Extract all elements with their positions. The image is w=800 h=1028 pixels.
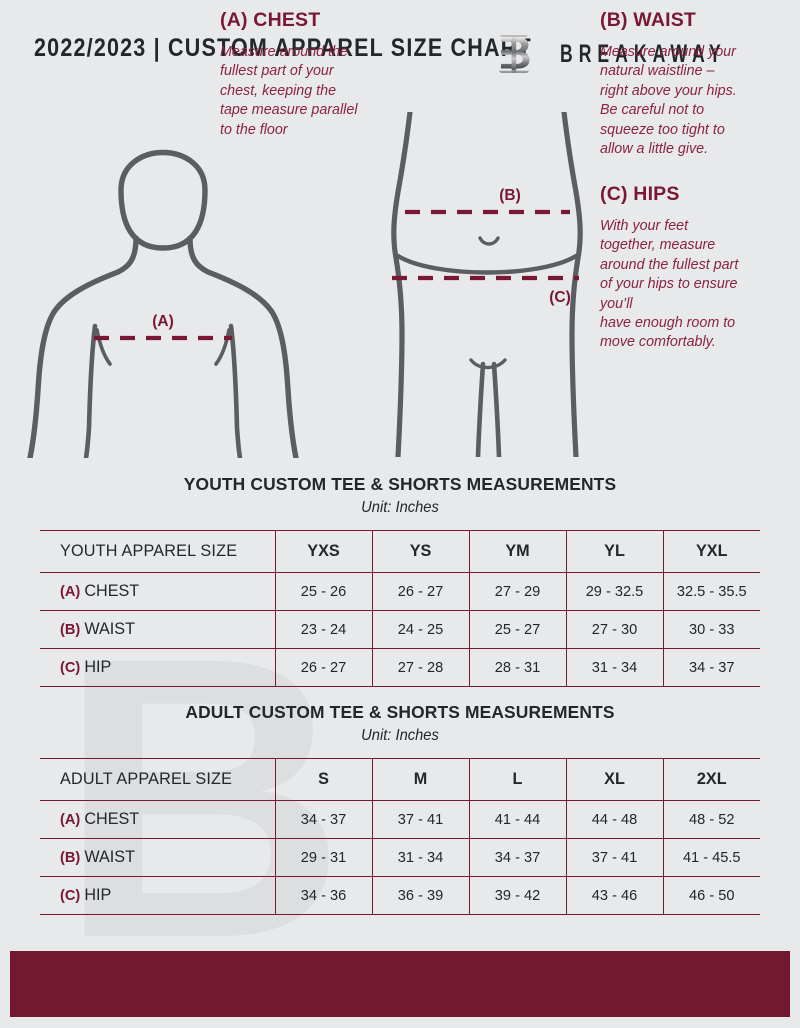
youth-row-header-label: YOUTH APPAREL SIZE [40, 530, 276, 573]
youth-chest-ys: 26 - 27 [372, 572, 470, 611]
adult-hip-xl: 43 - 46 [566, 876, 664, 915]
youth-hip-yl: 31 - 34 [566, 648, 664, 687]
youth-waist-yxs: 23 - 24 [275, 610, 373, 649]
youth-row-label-hip: (C) HIP [40, 648, 276, 687]
breakaway-b-logo-icon [497, 35, 530, 73]
callout-chest-heading: (A) CHEST [220, 9, 321, 31]
adult-table-header-row: ADULT APPAREL SIZE S M L XL 2XL [40, 758, 760, 801]
table-row: (B) WAIST 29 - 31 31 - 34 34 - 37 37 - 4… [40, 838, 760, 877]
youth-col-header-4: YXL [663, 530, 760, 573]
youth-col-header-1: YS [372, 530, 470, 573]
adult-chest-m: 37 - 41 [372, 800, 470, 839]
row-tag: (A) [60, 584, 81, 600]
adult-waist-2xl: 41 - 45.5 [663, 838, 760, 877]
adult-waist-l: 34 - 37 [469, 838, 567, 877]
youth-col-header-3: YL [566, 530, 664, 573]
row-label-text: HIP [84, 886, 112, 904]
table-row: (A) CHEST 34 - 37 37 - 41 41 - 44 44 - 4… [40, 800, 760, 839]
adult-hip-2xl: 46 - 50 [663, 876, 760, 915]
adult-hip-m: 36 - 39 [372, 876, 470, 915]
youth-col-header-2: YM [469, 530, 567, 573]
youth-row-label-chest: (A) CHEST [40, 572, 276, 611]
adult-table-title: ADULT CUSTOM TEE & SHORTS MEASUREMENTS [185, 702, 615, 722]
measurement-illustrations: (A) (B) (C) [0, 96, 800, 466]
row-label-text: CHEST [84, 810, 140, 828]
adult-row-label-chest: (A) CHEST [40, 800, 276, 839]
callout-waist-body: Measure around your natural waistline – … [600, 44, 737, 158]
callout-chest-body: Measure around the fullest part of your … [220, 44, 358, 138]
callout-chest: (A) CHEST Measure around the fullest par… [220, 9, 395, 140]
row-tag: (B) [60, 622, 81, 638]
youth-chest-yxl: 32.5 - 35.5 [663, 572, 760, 611]
adult-col-header-4: 2XL [663, 758, 760, 801]
table-row: (C) HIP 34 - 36 36 - 39 39 - 42 43 - 46 … [40, 876, 760, 915]
waist-measure-label: (B) [499, 187, 521, 204]
youth-table-title: YOUTH CUSTOM TEE & SHORTS MEASUREMENTS [183, 474, 617, 494]
row-tag: (C) [60, 888, 81, 904]
adult-table-unit: Unit: Inches [361, 727, 439, 744]
youth-table-unit: Unit: Inches [361, 499, 439, 516]
lower-body-figure: (B) (C) [391, 112, 583, 457]
brand-wordmark: BREAKAWAY [559, 39, 727, 68]
youth-chest-yxs: 25 - 26 [275, 572, 373, 611]
table-row: (C) HIP 26 - 27 27 - 28 28 - 31 31 - 34 … [40, 648, 760, 687]
adult-table-block: ADULT CUSTOM TEE & SHORTS MEASUREMENTS U… [0, 702, 800, 915]
footer-accent-bar [10, 951, 790, 1017]
page-title: 2022/2023 | CUSTOM APPAREL SIZE CHART [34, 34, 532, 62]
youth-col-header-0: YXS [275, 530, 373, 573]
row-label-text: CHEST [84, 582, 140, 600]
callout-hips-body: With your feet together, measure around … [600, 218, 739, 351]
row-label-text: HIP [84, 658, 112, 676]
callout-hips-heading: (C) HIPS [600, 183, 680, 205]
youth-chest-ym: 27 - 29 [469, 572, 567, 611]
youth-row-label-waist: (B) WAIST [40, 610, 276, 649]
youth-hip-yxs: 26 - 27 [275, 648, 373, 687]
chest-measure-label: (A) [152, 313, 174, 330]
adult-chest-2xl: 48 - 52 [663, 800, 760, 839]
callout-hips: (C) HIPS With your feet together, measur… [600, 183, 780, 353]
row-tag: (C) [60, 660, 81, 676]
adult-waist-xl: 37 - 41 [566, 838, 664, 877]
youth-table-block: YOUTH CUSTOM TEE & SHORTS MEASUREMENTS U… [0, 474, 800, 687]
adult-row-header-label: ADULT APPAREL SIZE [40, 758, 276, 801]
adult-col-header-3: XL [566, 758, 664, 801]
row-tag: (B) [60, 850, 81, 866]
adult-chest-l: 41 - 44 [469, 800, 567, 839]
adult-chest-xl: 44 - 48 [566, 800, 664, 839]
adult-waist-m: 31 - 34 [372, 838, 470, 877]
callout-waist-heading: (B) WAIST [600, 9, 697, 31]
youth-chest-yl: 29 - 32.5 [566, 572, 664, 611]
table-row: (A) CHEST 25 - 26 26 - 27 27 - 29 29 - 3… [40, 572, 760, 611]
adult-chest-s: 34 - 37 [275, 800, 373, 839]
youth-hip-yxl: 34 - 37 [663, 648, 760, 687]
adult-row-label-hip: (C) HIP [40, 876, 276, 915]
youth-hip-ys: 27 - 28 [372, 648, 470, 687]
row-tag: (A) [60, 812, 81, 828]
adult-col-header-0: S [275, 758, 373, 801]
adult-waist-s: 29 - 31 [275, 838, 373, 877]
adult-col-header-1: M [372, 758, 470, 801]
adult-col-header-2: L [469, 758, 567, 801]
youth-waist-yxl: 30 - 33 [663, 610, 760, 649]
youth-waist-ym: 25 - 27 [469, 610, 567, 649]
youth-size-table: YOUTH APPAREL SIZE YXS YS YM YL YXL (A) … [40, 530, 760, 687]
adult-hip-s: 34 - 36 [275, 876, 373, 915]
row-label-text: WAIST [84, 848, 135, 866]
youth-hip-ym: 28 - 31 [469, 648, 567, 687]
hip-measure-label: (C) [549, 289, 571, 306]
youth-table-header-row: YOUTH APPAREL SIZE YXS YS YM YL YXL [40, 530, 760, 573]
page-header: 2022/2023 | CUSTOM APPAREL SIZE CHART [0, 28, 800, 80]
upper-body-figure: (A) [27, 149, 299, 458]
table-row: (B) WAIST 23 - 24 24 - 25 25 - 27 27 - 3… [40, 610, 760, 649]
adult-row-label-waist: (B) WAIST [40, 838, 276, 877]
youth-waist-yl: 27 - 30 [566, 610, 664, 649]
callout-waist: (B) WAIST Measure around your natural wa… [600, 9, 780, 159]
adult-hip-l: 39 - 42 [469, 876, 567, 915]
brand-lockup: BREAKAWAY [492, 28, 769, 80]
youth-waist-ys: 24 - 25 [372, 610, 470, 649]
adult-size-table: ADULT APPAREL SIZE S M L XL 2XL (A) CHES… [40, 758, 760, 915]
row-label-text: WAIST [84, 620, 135, 638]
